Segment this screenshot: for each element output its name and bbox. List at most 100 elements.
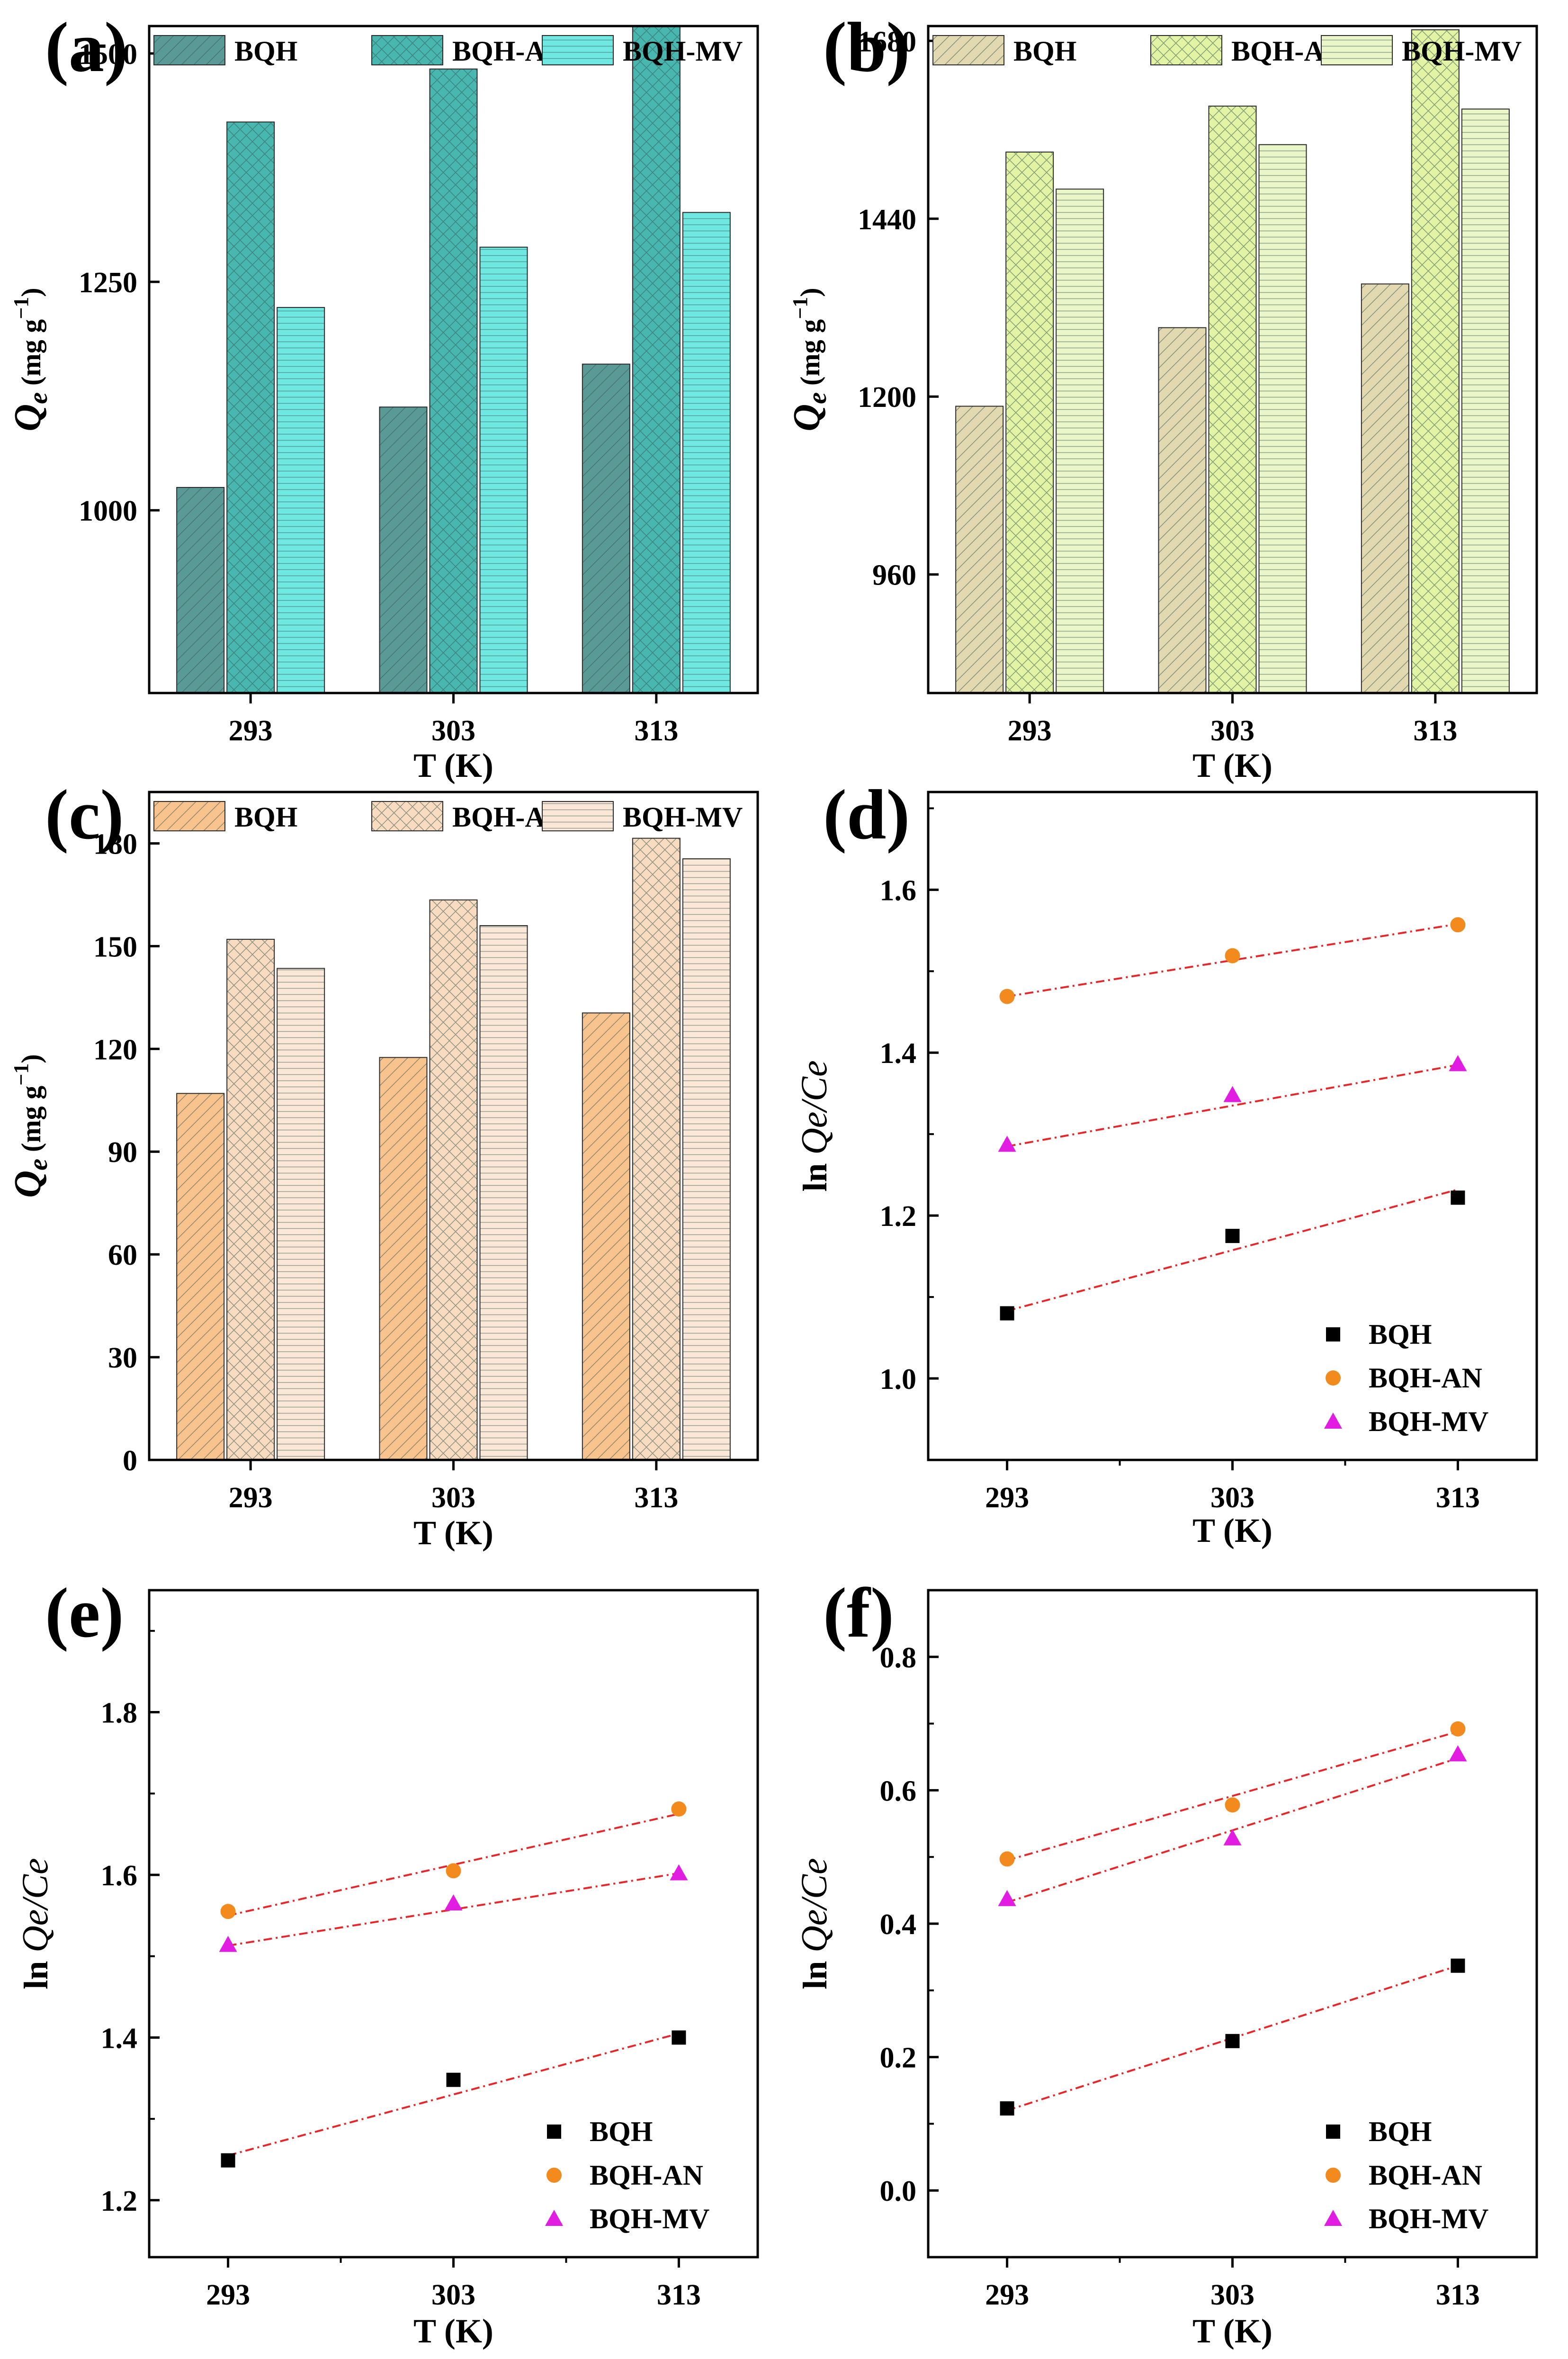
bar-bqh-293 bbox=[176, 487, 225, 693]
point-bqh-an-303 bbox=[1225, 1797, 1240, 1813]
bar-bqh-an-303 bbox=[1208, 105, 1257, 694]
y-tick-label: 0.4 bbox=[880, 1909, 917, 1941]
legend-swatch-bqh-an bbox=[371, 35, 443, 65]
y-tick-label: 1.4 bbox=[880, 1037, 917, 1070]
y-tick-label: 180 bbox=[93, 828, 137, 860]
bar-bqh-303 bbox=[379, 1057, 428, 1460]
x-tick-label: 303 bbox=[1210, 2279, 1254, 2311]
legend-swatch-bqh-mv bbox=[542, 35, 614, 65]
bar-bqh-an-303 bbox=[429, 68, 478, 693]
legend-swatch-bqh bbox=[153, 35, 225, 65]
point-bqh-313 bbox=[672, 2030, 686, 2045]
point-bqh-mv-293 bbox=[998, 1135, 1016, 1152]
bar-bqh-mv-313 bbox=[682, 212, 731, 693]
legend-marker-bqh-mv bbox=[1324, 2210, 1342, 2226]
y-axis-title: Qe(mg g−1) bbox=[786, 288, 832, 431]
legend-marker-bqh-an bbox=[547, 2168, 562, 2183]
point-bqh-mv-293 bbox=[219, 1936, 237, 1952]
x-tick-label: 293 bbox=[985, 2279, 1029, 2311]
y-tick-label: 1.0 bbox=[880, 1363, 917, 1396]
x-tick-label: 313 bbox=[1413, 715, 1457, 747]
legend-label-bqh-mv: BQH-MV bbox=[623, 801, 743, 833]
bar-bqh-an-313 bbox=[1411, 29, 1460, 693]
x-tick-label: 303 bbox=[431, 1482, 475, 1514]
panel-e: 1.2 1.4 1.6 1.8 293 303 313 T (K) ln Qe/Ce BQH BQH… bbox=[14, 1574, 759, 2350]
fit-line-bqh-an bbox=[228, 1813, 679, 1917]
bar-bqh-an-293 bbox=[1005, 151, 1054, 693]
x-tick-label: 313 bbox=[1436, 2279, 1480, 2311]
x-tick-label: 313 bbox=[634, 715, 678, 747]
legend-marker-bqh bbox=[1326, 1327, 1340, 1342]
y-tick-label: 0.2 bbox=[880, 2042, 917, 2074]
legend-label-bqh-mv: BQH-MV bbox=[590, 2203, 709, 2234]
bar-bqh-303 bbox=[379, 406, 428, 693]
panel-label: (f) bbox=[823, 1574, 894, 1652]
x-tick-label: 293 bbox=[229, 715, 273, 747]
legend-label-bqh-mv: BQH-MV bbox=[1369, 1406, 1488, 1437]
legend-swatch-bqh-an bbox=[1150, 35, 1222, 65]
panel-label: (a) bbox=[45, 8, 128, 87]
x-axis-title: T (K) bbox=[413, 747, 493, 784]
panel-label: (c) bbox=[45, 775, 124, 854]
legend-label-bqh: BQH bbox=[1013, 36, 1076, 67]
fit-line-bqh bbox=[228, 2032, 679, 2157]
y-tick-label: 0.0 bbox=[880, 2175, 917, 2207]
y-tick-label: 30 bbox=[108, 1342, 137, 1374]
bar-bqh-mv-313 bbox=[682, 858, 731, 1460]
y-tick-label: 1440 bbox=[858, 204, 916, 236]
legend-swatch-bqh-an bbox=[371, 801, 443, 831]
x-axis-title: T (K) bbox=[1192, 1512, 1272, 1549]
bar-bqh-313 bbox=[582, 1012, 630, 1460]
y-tick-label: 1.8 bbox=[101, 1697, 138, 1729]
panel-label: (e) bbox=[45, 1574, 124, 1652]
point-bqh-293 bbox=[1000, 1306, 1014, 1321]
x-tick-label: 303 bbox=[1210, 1482, 1254, 1514]
y-tick-label: 0.8 bbox=[880, 1642, 917, 1674]
point-bqh-mv-313 bbox=[1449, 1055, 1467, 1071]
y-axis-title: Qe(mg g−1) bbox=[7, 1054, 53, 1198]
legend-label-bqh-an: BQH-AN bbox=[1369, 1362, 1482, 1394]
y-tick-label: 1.2 bbox=[101, 2185, 138, 2217]
bar-bqh-mv-293 bbox=[277, 968, 325, 1460]
bar-bqh-an-313 bbox=[632, 837, 681, 1460]
legend-swatch-bqh-mv bbox=[542, 801, 614, 831]
point-bqh-303 bbox=[446, 2072, 461, 2087]
legend-label-bqh: BQH bbox=[1369, 1319, 1432, 1350]
legend-marker-bqh bbox=[547, 2125, 561, 2139]
point-bqh-mv-303 bbox=[1223, 1829, 1242, 1846]
x-tick-label: 293 bbox=[229, 1482, 273, 1514]
x-tick-label: 303 bbox=[431, 2279, 475, 2311]
x-tick-label: 313 bbox=[657, 2279, 701, 2311]
bar-bqh-303 bbox=[1158, 327, 1207, 693]
legend-marker-bqh-mv bbox=[545, 2210, 563, 2226]
x-axis-title: T (K) bbox=[1192, 747, 1272, 784]
legend-label-bqh-mv: BQH-MV bbox=[623, 36, 743, 67]
y-tick-label: 0.6 bbox=[880, 1775, 917, 1807]
legend-label-bqh: BQH bbox=[590, 2116, 653, 2147]
bar-bqh-mv-303 bbox=[1258, 144, 1307, 693]
y-axis-title: ln Qe/Ce bbox=[793, 1858, 834, 1989]
point-bqh-mv-303 bbox=[444, 1894, 463, 1911]
fit-line-bqh bbox=[1007, 1189, 1458, 1312]
point-bqh-mv-313 bbox=[1449, 1745, 1467, 1762]
point-bqh-an-293 bbox=[999, 1851, 1015, 1867]
legend-label-bqh-mv: BQH-MV bbox=[1402, 36, 1522, 67]
x-tick-label: 303 bbox=[431, 715, 475, 747]
point-bqh-an-313 bbox=[1450, 917, 1466, 933]
y-axis-title: ln Qe/Ce bbox=[14, 1858, 55, 1989]
legend-label-bqh-mv: BQH-MV bbox=[1369, 2203, 1488, 2234]
legend-marker-bqh-an bbox=[1326, 2168, 1341, 2183]
plot-frame bbox=[148, 1589, 759, 2259]
y-tick-label: 1.4 bbox=[101, 2022, 138, 2054]
legend-marker-bqh-an bbox=[1326, 1370, 1341, 1386]
y-tick-label: 120 bbox=[93, 1034, 137, 1066]
y-axis-title: Qe(mg g−1) bbox=[7, 288, 53, 431]
point-bqh-an-293 bbox=[999, 989, 1015, 1004]
y-tick-label: 150 bbox=[93, 931, 137, 963]
legend-swatch-bqh bbox=[932, 35, 1004, 65]
y-tick-label: 1680 bbox=[858, 26, 916, 58]
legend-label-bqh: BQH bbox=[234, 801, 297, 833]
point-bqh-313 bbox=[1451, 1958, 1465, 1973]
y-tick-label: 0 bbox=[123, 1445, 137, 1477]
